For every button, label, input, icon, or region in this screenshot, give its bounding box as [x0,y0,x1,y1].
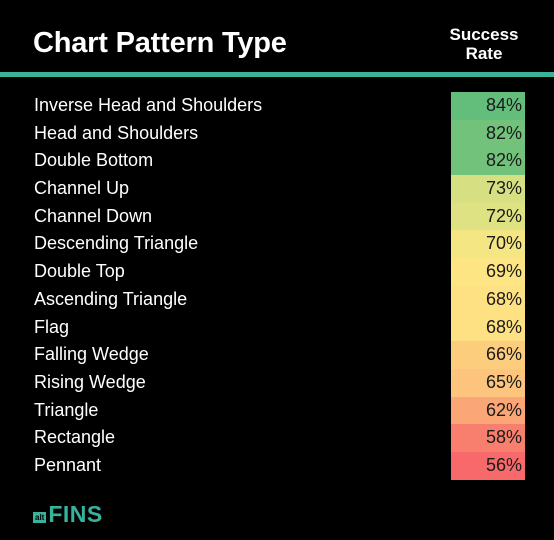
pattern-name: Rectangle [34,427,116,448]
pattern-name: Ascending Triangle [34,288,188,309]
success-rate-cell: 82% [451,119,525,148]
table-row: Pennant 56% [0,451,554,480]
success-rate-cell: 62% [451,396,525,425]
pattern-name: Flag [34,316,70,337]
success-rate-cell: 69% [451,258,525,286]
altfins-logo: alt FINS [33,500,103,526]
table-row: Rising Wedge 65% [0,368,554,397]
table-row: Channel Down 72% [0,202,554,231]
pattern-name: Double Top [34,261,125,282]
success-rate-cell: 73% [451,175,525,203]
pattern-name: Inverse Head and Shoulders [34,95,263,115]
table-row: Ascending Triangle 68% [0,285,554,314]
success-rate-cell: 82% [451,147,525,176]
pattern-name: Rising Wedge [34,371,146,392]
header: Chart Pattern Type Success Rate [0,0,554,74]
table-row: Falling Wedge 66% [0,341,554,369]
success-rate-cell: 66% [451,341,525,369]
pattern-name: Channel Up [34,178,130,199]
table-row: Double Bottom 82% [0,147,554,176]
logo-fins-text: FINS [48,501,103,527]
success-rate-cell: 84% [451,92,525,120]
table-row: Flag 68% [0,313,554,342]
success-rate-cell: 68% [451,313,525,342]
success-rate-cell: 72% [451,202,525,231]
success-rate-cell: 58% [451,424,525,452]
page-title: Chart Pattern Type [33,27,287,59]
pattern-name: Descending Triangle [34,233,199,254]
success-rate-heading-line2: Rate [465,44,503,63]
success-rate-cell: 65% [451,368,525,397]
success-rate-cell: 70% [451,230,525,259]
logo-alt-text: alt [33,512,47,523]
pattern-name: Triangle [34,399,99,420]
pattern-name: Channel Down [34,205,153,226]
pattern-name: Double Bottom [34,150,154,171]
pattern-name: Falling Wedge [34,344,149,365]
table-row: Double Top 69% [0,258,554,286]
pattern-name: Head and Shoulders [34,122,199,143]
success-rate-cell: 68% [451,285,525,314]
table-row: Channel Up 73% [0,175,554,203]
success-rate-heading-line1: Success [449,25,519,44]
success-rate-cell: 56% [451,451,525,480]
header-divider [0,72,554,77]
table-row: Rectangle 58% [0,424,554,452]
success-rate-heading: Success Rate [438,25,530,63]
table-row: Descending Triangle 70% [0,230,554,259]
table-row: Triangle 62% [0,396,554,425]
table-row: Head and Shoulders 82% [0,119,554,148]
table-row: Inverse Head and Shoulders 84% [0,92,554,120]
pattern-name: Pennant [34,454,102,475]
pattern-table: Inverse Head and Shoulders 84% Head and Sh… [0,92,554,480]
